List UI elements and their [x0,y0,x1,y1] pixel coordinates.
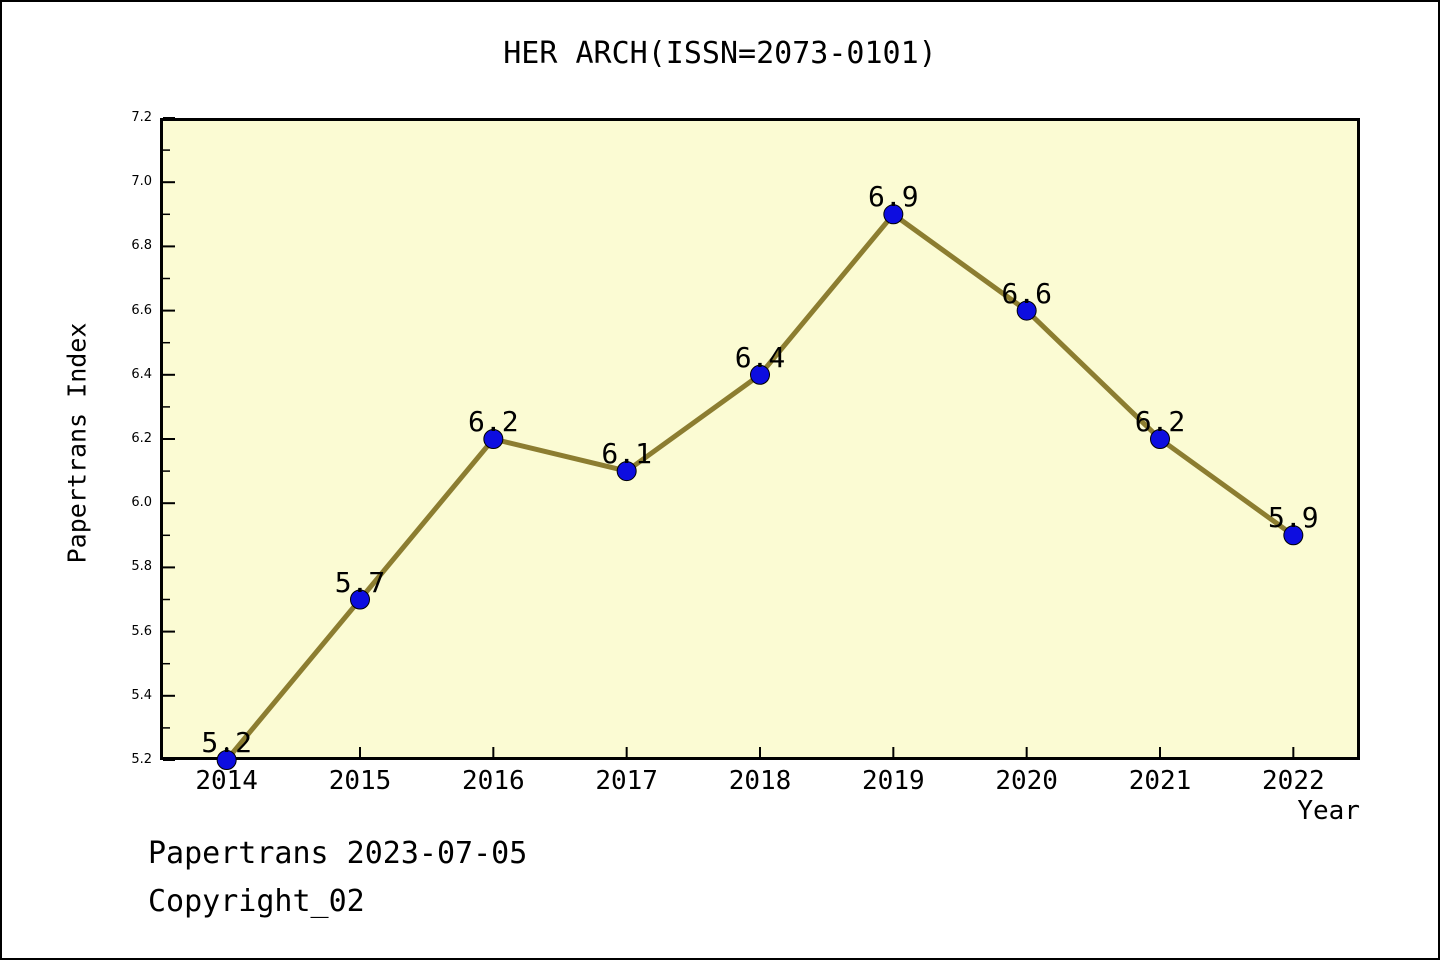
y-tick-label: 5.6 [131,623,152,639]
data-point [750,364,770,385]
data-point [1283,525,1304,546]
y-tick-label: 6.4 [131,366,152,382]
data-point [883,204,904,225]
y-tick-label: 6.0 [131,495,152,511]
data-point-label: 6.2 [1134,405,1186,438]
x-tick-label: 2021 [1128,766,1192,796]
data-point [483,429,504,449]
data-point-label: 6.1 [601,437,652,471]
x-tick-label: 2015 [328,766,392,796]
data-point-label: 5.7 [334,565,386,599]
x-tick-label: 2016 [462,766,525,796]
x-tick-label: 2017 [595,766,658,796]
data-point [216,750,237,770]
data-point [1016,300,1037,321]
x-tick-label: 2018 [728,766,792,796]
chart-title: HER ARCH(ISSN=2073-0101) [503,36,937,71]
y-tick-label: 7.0 [131,174,152,190]
data-line [224,211,1296,763]
data-point [350,589,370,610]
data-point-label: 6.6 [1001,276,1052,310]
data-point [1150,429,1170,449]
y-tick-label: 5.2 [131,752,152,767]
y-tick-label: 6.6 [131,302,152,318]
data-point-label: 6.9 [868,180,919,214]
y-tick-label: 7.2 [131,110,152,125]
y-tick-label: 5.8 [131,559,152,575]
y-tick-label: 5.4 [131,687,152,703]
x-tick-label: 2022 [1262,766,1325,796]
x-tick-label: 2019 [862,766,925,796]
watermark-copyright: Copyright_02 [148,884,365,919]
data-point [616,461,637,482]
x-axis-label: Year [1297,796,1360,826]
x-tick-label: 2020 [995,766,1058,796]
y-tick-label: 6.2 [131,431,152,446]
y-tick-label: 6.8 [131,238,152,254]
data-point-label: 6.4 [734,340,786,374]
data-point-label: 5.2 [201,726,252,759]
data-point-label: 6.2 [468,405,519,438]
data-point-label: 5.9 [1268,501,1319,535]
watermark-date: Papertrans 2023-07-05 [148,836,528,871]
x-tick-label: 2014 [195,766,258,796]
